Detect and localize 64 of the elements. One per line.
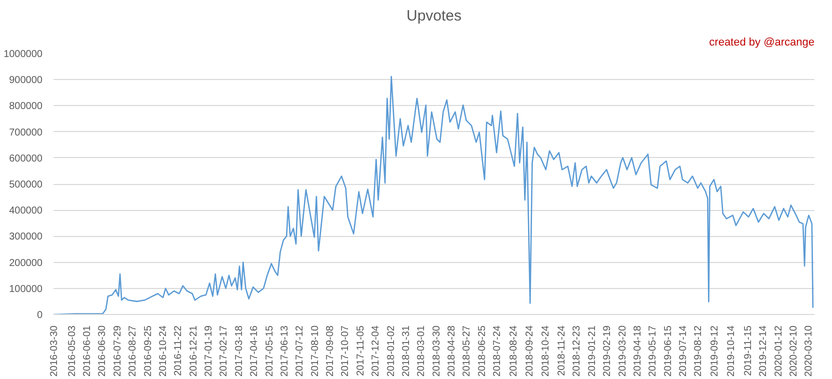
- line-series: [54, 76, 814, 314]
- x-tick-label: 2019-06-15: [662, 325, 674, 377]
- x-tick-label: 2018-05-27: [462, 325, 473, 377]
- x-tick-label: 2016-06-01: [82, 325, 93, 377]
- x-tick-label: 2019-02-19: [602, 325, 614, 377]
- x-tick-label: 2016-11-22: [173, 325, 184, 376]
- x-tick-label: 2018-09-24: [524, 325, 536, 377]
- y-tick-label: 200000: [9, 258, 43, 269]
- x-tick-label: 2016-06-30: [97, 325, 108, 377]
- y-tick-label: 400000: [9, 206, 43, 217]
- x-tick-label: 2017-05-15: [264, 325, 276, 377]
- x-tick-label: 2016-08-27: [128, 325, 139, 377]
- x-tick-label: 2019-11-15: [742, 325, 754, 376]
- x-tick-label: 2020-03-10: [804, 325, 815, 377]
- x-tick-label: 2016-10-24: [158, 325, 169, 377]
- x-tick-label: 2020-02-10: [788, 325, 800, 377]
- x-tick-label: 2019-05-17: [648, 325, 659, 377]
- x-tick-label: 2017-12-04: [370, 325, 382, 377]
- x-tick-label: 2019-08-12: [693, 325, 704, 377]
- x-tick-label: 2017-10-07: [340, 325, 352, 377]
- x-tick-label: 2019-01-21: [586, 325, 598, 377]
- y-tick-label: 900000: [9, 75, 43, 86]
- x-tick-label: 2018-03-01: [416, 325, 428, 377]
- x-tick-label: 2017-07-12: [294, 325, 306, 377]
- x-tick-label: 2017-11-05: [355, 325, 366, 376]
- x-tick-label: 2017-06-13: [279, 325, 290, 377]
- x-tick-label: 2017-09-08: [325, 325, 336, 377]
- x-tick-label: 2016-05-03: [66, 325, 78, 377]
- x-tick-label: 2018-04-28: [446, 325, 458, 377]
- x-tick-label: 2016-03-30: [49, 325, 60, 377]
- x-tick-label: 2017-04-16: [249, 325, 260, 377]
- x-tick-label: 2018-01-31: [400, 325, 412, 377]
- x-tick-label: 2016-09-25: [142, 325, 154, 377]
- x-tick-label: 2017-08-10: [310, 325, 321, 377]
- chart-title: Upvotes: [406, 8, 462, 24]
- x-tick-label: 2018-06-25: [476, 325, 488, 377]
- x-tick-label: 2019-12-14: [758, 325, 770, 377]
- x-tick-label: 2018-12-23: [572, 325, 583, 377]
- x-tick-label: 2019-03-20: [617, 325, 628, 377]
- x-tick-label: 2016-12-21: [188, 325, 200, 377]
- x-tick-label: 2018-10-24: [540, 325, 552, 377]
- x-tick-label: 2019-10-14: [726, 325, 738, 377]
- x-tick-label: 2016-07-29: [112, 325, 124, 377]
- x-tick-label: 2018-01-02: [386, 325, 397, 377]
- x-tick-label: 2018-03-30: [431, 325, 442, 377]
- x-tick-label: 2020-01-12: [773, 325, 784, 377]
- x-tick-label: 2017-02-17: [218, 325, 230, 377]
- x-tick-label: 2019-04-18: [632, 325, 644, 377]
- x-tick-label: 2018-11-24: [556, 325, 568, 376]
- y-tick-label: 0: [36, 310, 43, 321]
- x-tick-label: 2018-08-24: [508, 325, 520, 377]
- x-tick-label: 2017-03-18: [234, 325, 245, 377]
- text: created by @arcange: [709, 36, 815, 48]
- y-tick-label: 700000: [9, 127, 43, 138]
- y-tick-label: 500000: [9, 180, 43, 190]
- x-tick-label: 2019-09-12: [709, 325, 720, 377]
- x-tick-label: 2017-01-19: [204, 325, 215, 377]
- y-tick-label: 800000: [9, 101, 43, 112]
- y-tick-label: 300000: [9, 232, 43, 243]
- y-tick-label: 1000000: [4, 49, 43, 60]
- x-tick-label: 2018-07-24: [492, 325, 504, 377]
- y-tick-label: 600000: [9, 153, 43, 164]
- y-tick-label: 100000: [9, 284, 43, 295]
- x-tick-label: 2019-07-14: [678, 325, 690, 377]
